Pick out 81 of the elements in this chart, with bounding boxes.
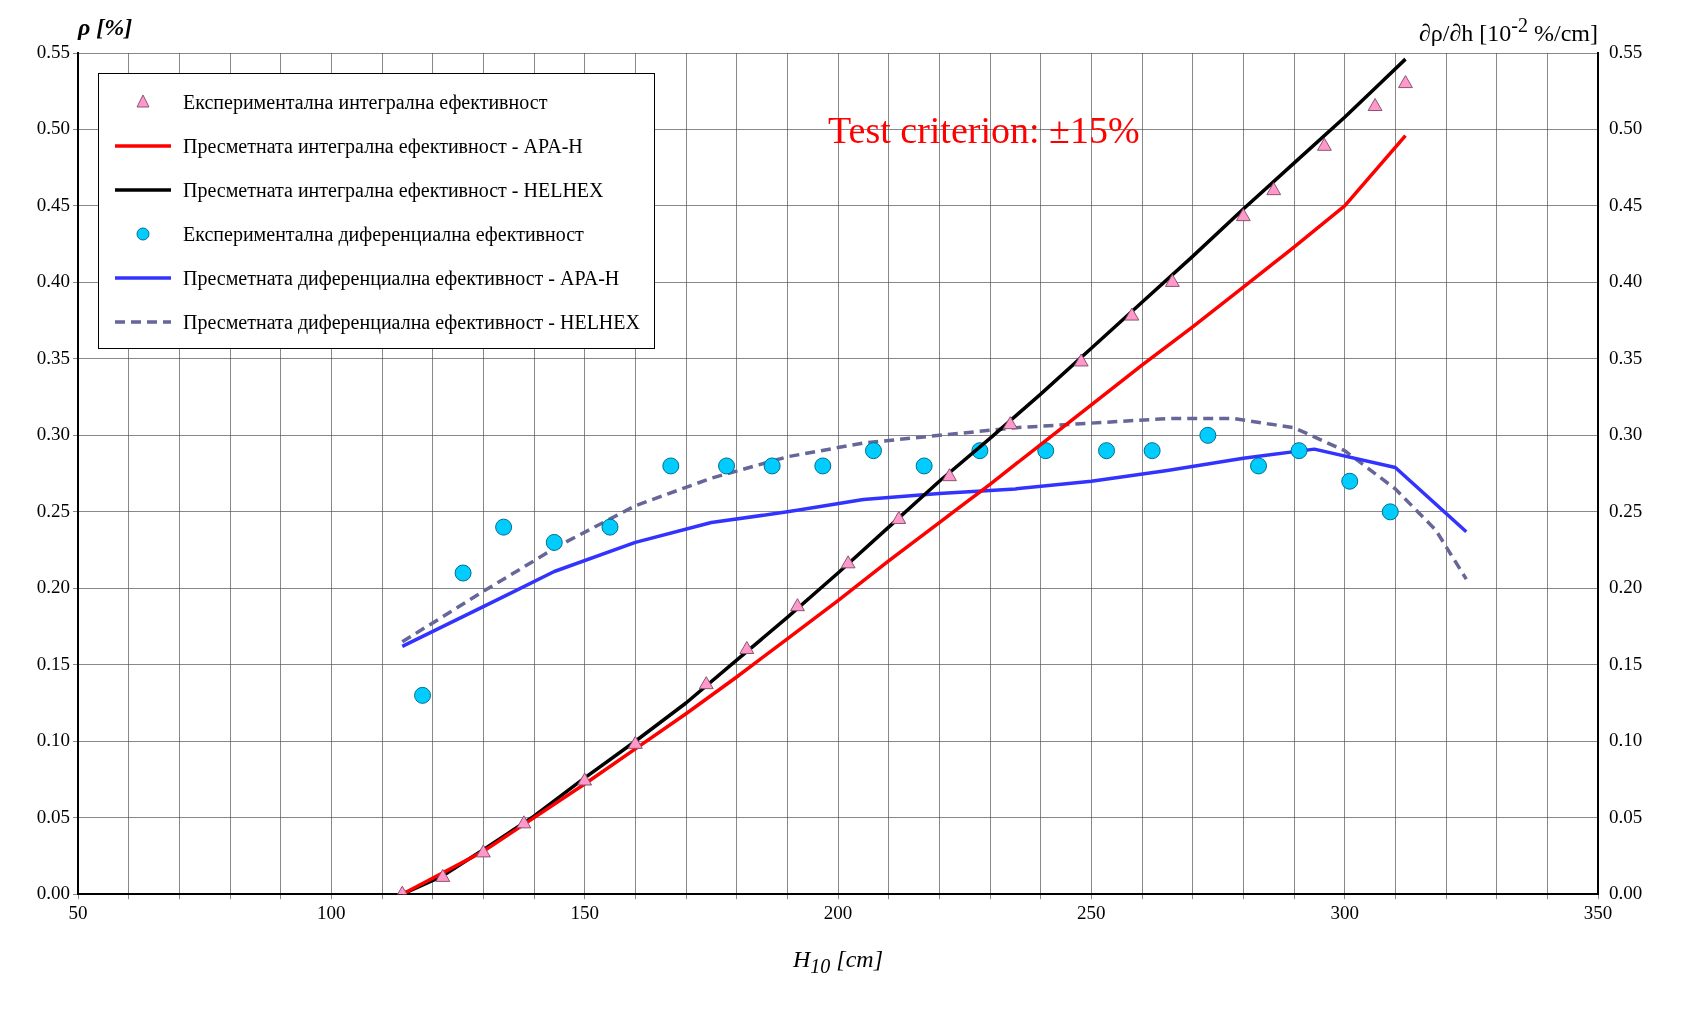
y2-tick-label: 0.30 — [1609, 423, 1643, 445]
point — [1290, 442, 1308, 460]
y-tick-label: 0.35 — [36, 346, 70, 368]
point — [1250, 457, 1268, 475]
x-tick-label: 300 — [1330, 901, 1359, 923]
y-tick-label: 0.10 — [36, 729, 70, 751]
y-tick-label: 0.50 — [36, 117, 70, 139]
y2-tick-label: 0.05 — [1609, 805, 1643, 827]
y-axis-title: ρ [%] — [78, 14, 133, 41]
x-tick-label: 350 — [1583, 901, 1613, 923]
point — [718, 457, 736, 475]
line-series — [400, 416, 1469, 644]
legend-label: Пресметната интегрална ефективност - APA-H — [183, 134, 583, 158]
y2-tick-label: 0.25 — [1609, 499, 1643, 521]
y-tick-label: 0.25 — [36, 499, 70, 521]
point — [601, 518, 619, 536]
y2-tick-label: 0.15 — [1609, 652, 1643, 674]
annotation: Test criterion: ±15% — [828, 108, 1140, 152]
y2-axis-title: ∂ρ/∂h [10$^{-2}$ %/cm] — [1418, 14, 1598, 47]
x-tick-label: 50 — [68, 901, 88, 923]
point — [1164, 273, 1180, 287]
point — [495, 518, 513, 536]
point — [1143, 442, 1161, 460]
point — [814, 457, 832, 475]
x-tick-label: 200 — [823, 901, 853, 923]
point — [435, 868, 451, 882]
point — [739, 640, 755, 654]
x-tick-label: 150 — [570, 901, 599, 923]
legend-label: Пресметната диференциална ефективност - HELHEX — [183, 310, 640, 334]
point — [915, 457, 933, 475]
point — [790, 598, 805, 612]
legend-label: Експериментална интегрална ефективност — [183, 90, 548, 114]
y-tick-label: 0.15 — [36, 652, 70, 674]
point — [1002, 416, 1018, 430]
point — [1266, 182, 1282, 196]
legend-label: Пресметната диференциална ефективност - APA-H — [183, 266, 620, 290]
y2-tick-label: 0.50 — [1609, 117, 1643, 139]
legend-label: Пресметната интегрална ефективност - HELHEX — [183, 178, 604, 202]
point — [545, 533, 563, 551]
point — [942, 468, 957, 482]
y2-tick-label: 0.10 — [1609, 729, 1643, 751]
point — [1341, 472, 1359, 490]
y2-tick-label: 0.55 — [1609, 40, 1643, 62]
y2-tick-label: 0.40 — [1609, 270, 1643, 292]
y-tick-label: 0.40 — [36, 270, 70, 292]
point — [1367, 98, 1383, 112]
point — [414, 686, 432, 704]
point — [1316, 137, 1332, 151]
point — [475, 844, 491, 858]
point — [662, 457, 680, 475]
point — [1098, 442, 1116, 460]
point — [1037, 442, 1055, 460]
x-axis-title: H$_{10}$ [cm] — [792, 946, 884, 978]
point — [1235, 208, 1251, 222]
y-tick-label: 0.45 — [36, 193, 70, 215]
x-tick-label: 250 — [1077, 901, 1106, 923]
y-tick-label: 0.30 — [36, 423, 70, 445]
y-tick-label: 0.05 — [36, 805, 70, 827]
y-tick-label: 0.20 — [36, 576, 70, 598]
legend-label: Експериментална диференциална ефективност — [183, 222, 584, 246]
point — [516, 815, 532, 829]
point — [627, 735, 643, 749]
point — [1398, 75, 1413, 89]
point — [1381, 503, 1399, 521]
point — [1124, 307, 1140, 321]
y2-tick-label: 0.35 — [1609, 346, 1643, 368]
point — [698, 676, 714, 690]
y2-tick-label: 0.45 — [1609, 193, 1643, 215]
point — [864, 442, 882, 460]
point — [891, 510, 907, 524]
point — [1199, 426, 1217, 444]
y2-tick-label: 0.00 — [1609, 882, 1643, 904]
point — [1073, 353, 1089, 367]
point — [763, 457, 781, 475]
y-tick-label: 0.00 — [36, 882, 70, 904]
point — [840, 555, 856, 569]
y-tick-label: 0.55 — [36, 40, 70, 62]
point — [577, 772, 593, 786]
point — [454, 564, 472, 582]
x-tick-label: 100 — [317, 901, 346, 923]
y2-tick-label: 0.20 — [1609, 576, 1643, 598]
